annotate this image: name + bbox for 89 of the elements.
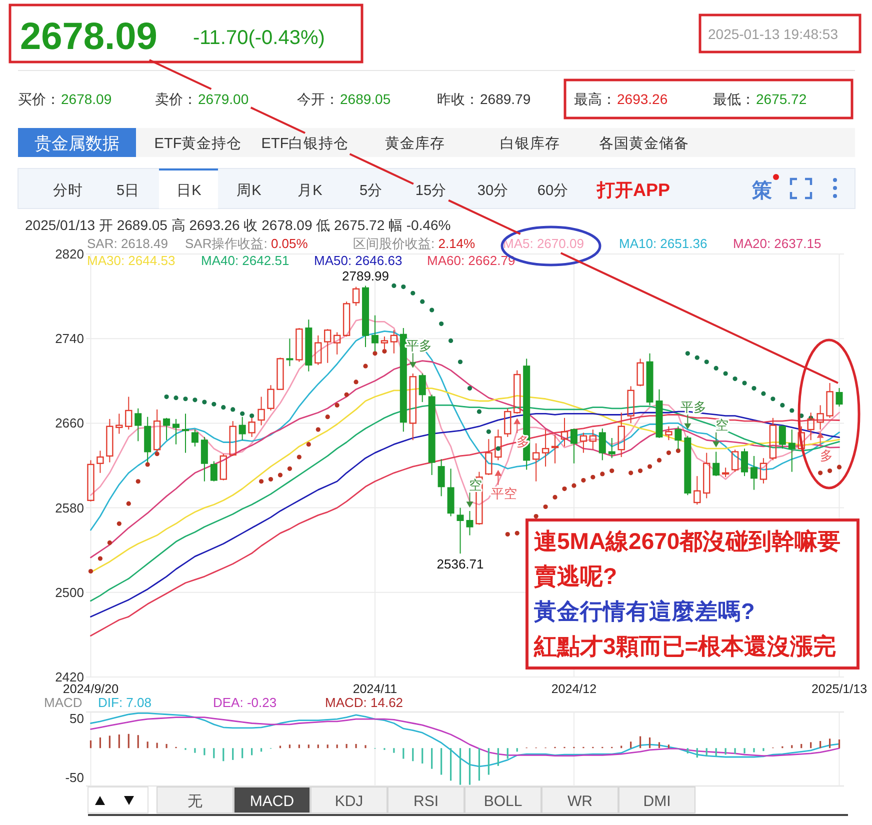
- text: 2675.72: [756, 91, 807, 107]
- text: MA50: 2646.63: [314, 253, 402, 268]
- point: [816, 432, 824, 438]
- text: MA10: 2651.36: [619, 236, 708, 251]
- text: 分时: [53, 182, 83, 199]
- text: KDJ: [334, 793, 364, 810]
- y-tick-label: 2820: [55, 246, 84, 262]
- text: 策: [751, 180, 772, 202]
- text: MACD: [250, 793, 294, 810]
- text: 最低：: [713, 91, 755, 107]
- text: -11.70(-0.43%): [193, 27, 325, 49]
- text: MA30: 2644.53: [87, 253, 176, 268]
- text: MACD: 14.62: [325, 695, 404, 710]
- point: [409, 362, 416, 368]
- x-tick-label: 2024/9/20: [62, 682, 119, 696]
- signal: 多: [816, 432, 833, 463]
- text: 2789.99: [342, 268, 390, 284]
- x-tick-label: 2024/11: [352, 682, 398, 696]
- text: 今开：: [297, 91, 339, 107]
- point: [514, 418, 521, 424]
- text: 白银库存: [500, 135, 560, 152]
- series-label: DEA: -0.23: [213, 695, 277, 710]
- y-tick-label: 50: [70, 711, 84, 726]
- signal: 多: [514, 418, 530, 450]
- text: 2693.26: [617, 91, 668, 107]
- text: 贵金属数据: [34, 134, 120, 153]
- text: 最高：: [574, 91, 616, 107]
- signal: 空: [712, 417, 729, 448]
- y-tick-label: 2580: [55, 500, 84, 516]
- y-tick-label: 2740: [55, 331, 84, 346]
- text: 2678.09: [20, 16, 158, 58]
- text: MA20: 2637.15: [733, 236, 822, 251]
- text: RSI: [413, 793, 439, 810]
- data-label: 多: [820, 448, 833, 463]
- text: 5分: [359, 182, 383, 199]
- text: 2678.09: [61, 91, 112, 107]
- text: 60分: [537, 182, 569, 199]
- text: MA60: 2662.79: [427, 253, 516, 268]
- signal: 平空: [491, 470, 518, 501]
- chart-title: 2025/01/13 开 2689.05 高 2693.26 收 2678.09 低 2675.72 幅 -0.46%: [25, 217, 451, 233]
- data-label: 空: [716, 417, 729, 432]
- text: 月K: [298, 183, 323, 199]
- text: WR: [568, 793, 593, 810]
- text: 区间股价收益: 2.14%: [353, 236, 476, 251]
- data-label: 多: [516, 434, 530, 450]
- y-tick-label: -50: [65, 770, 84, 786]
- text: 日K: [176, 183, 202, 199]
- text: 30分: [477, 182, 509, 199]
- note-box: 連5MA線2670都沒碰到幹嘛要賣逃呢? 黃金行情有這麼差嗎? 紅點才3顆而已=根本還沒漲完: [526, 518, 860, 670]
- text: 昨收：: [437, 91, 479, 107]
- point: [466, 502, 474, 508]
- signal: 平多: [680, 399, 707, 430]
- point: [684, 423, 692, 430]
- text: BOLL: [484, 793, 522, 810]
- text: 2689.79: [480, 91, 531, 107]
- text: SAR操作收益: 0.05%: [185, 236, 308, 251]
- text: MA40: 2642.51: [201, 253, 290, 268]
- text: 打开APP: [596, 180, 670, 200]
- text: SAR: 2618.49: [87, 236, 168, 251]
- point: [712, 441, 720, 448]
- text: 5日: [116, 183, 140, 199]
- text: 2689.05: [340, 91, 391, 107]
- x-tick-label: 2024/12: [551, 682, 597, 696]
- text: 各国黄金储备: [599, 135, 689, 152]
- text: 15分: [415, 182, 447, 199]
- annotation: 紅點才3顆而已=根本還沒漲完: [533, 633, 836, 659]
- y-tick-label: 2420: [55, 670, 84, 684]
- point: [494, 470, 502, 476]
- text: ETF白银持仓: [261, 135, 349, 152]
- annotation: 黃金行情有這麼差嗎?: [533, 598, 755, 624]
- data-label: 平多: [680, 399, 707, 414]
- x-tick-label: 2025/1/13: [811, 682, 868, 696]
- data-label: 平空: [491, 486, 518, 501]
- text: 买价：: [18, 91, 60, 107]
- text: 卖价：: [155, 91, 197, 107]
- series-label: DIF: 7.08: [98, 695, 152, 710]
- text: DMI: [643, 793, 671, 810]
- y-tick-label: 2500: [55, 584, 84, 600]
- text: 周K: [236, 183, 262, 199]
- text: 2679.00: [198, 91, 249, 107]
- text: 2025-01-13 19:48:53: [708, 26, 838, 42]
- chart-title: MACD: [44, 695, 82, 710]
- text: 黄金库存: [385, 135, 445, 152]
- y-tick-label: 2660: [55, 416, 84, 431]
- text: 无: [188, 793, 202, 810]
- text: 2536.71: [436, 556, 484, 572]
- text: MA5: 2670.09: [503, 236, 584, 251]
- text: ETF黄金持仓: [154, 135, 242, 152]
- annotation: 連5MA線2670都沒碰到幹嘛要賣逃呢?: [533, 528, 841, 589]
